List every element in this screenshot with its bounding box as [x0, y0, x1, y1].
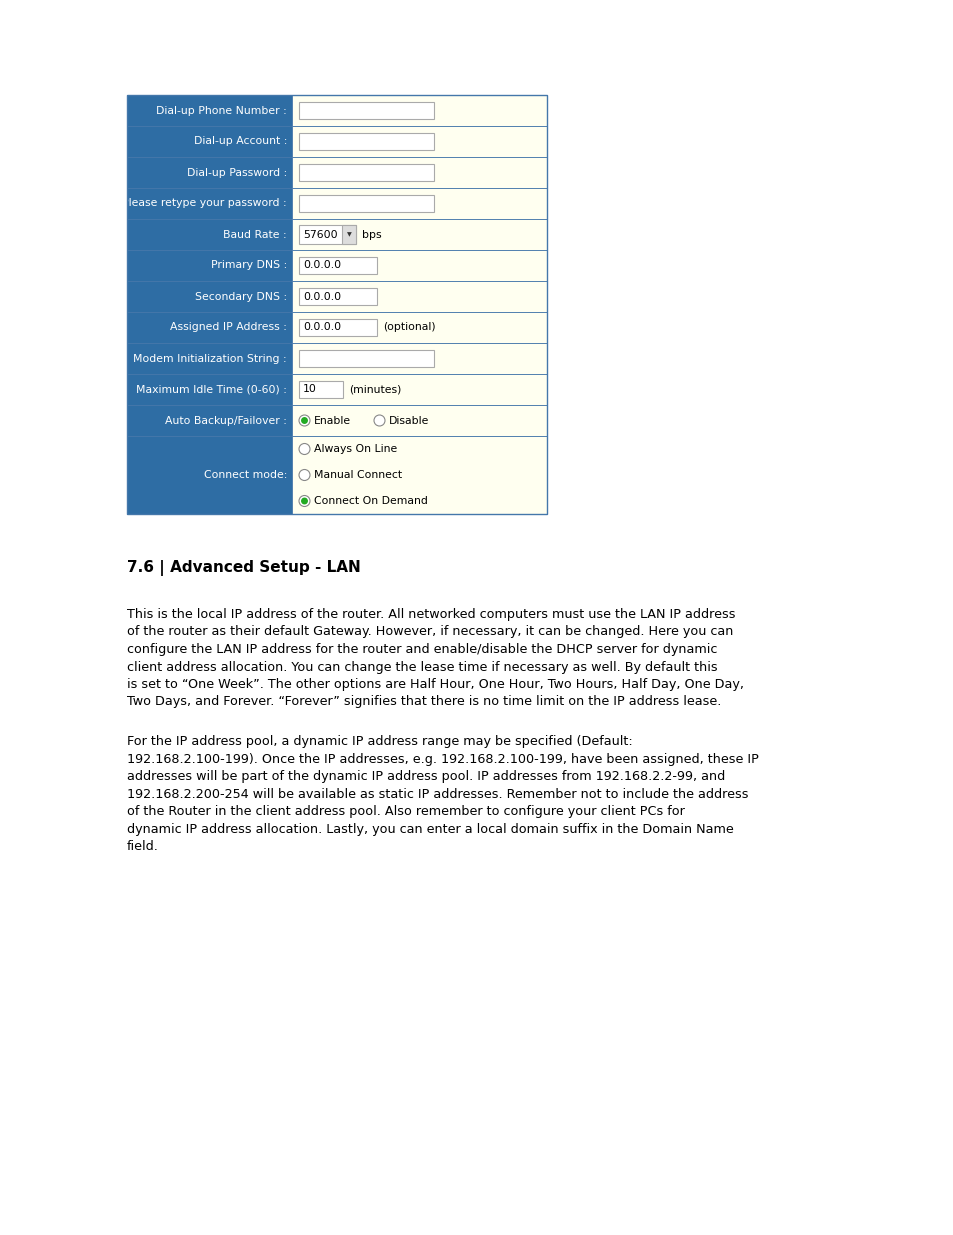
Text: ▼: ▼ [346, 232, 351, 237]
Bar [292, 436, 546, 514]
Text: of the router as their default Gateway. However, if necessary, it can be changed: of the router as their default Gateway. … [127, 625, 733, 638]
Text: Enable: Enable [314, 415, 351, 426]
Bar [298, 163, 434, 182]
Circle shape [298, 495, 310, 506]
Text: 0.0.0.0: 0.0.0.0 [303, 291, 341, 301]
Bar [298, 194, 434, 212]
Bar [127, 157, 292, 188]
Bar [298, 288, 376, 305]
Text: 7.6 | Advanced Setup - LAN: 7.6 | Advanced Setup - LAN [127, 559, 360, 576]
Text: bps: bps [361, 230, 381, 240]
Text: field.: field. [127, 840, 159, 853]
Text: 192.168.2.200-254 will be available as static IP addresses. Remember not to incl: 192.168.2.200-254 will be available as s… [127, 788, 748, 800]
Circle shape [301, 417, 307, 424]
Circle shape [298, 415, 310, 426]
Text: 57600: 57600 [303, 230, 337, 240]
Circle shape [298, 443, 310, 454]
Bar [298, 380, 343, 399]
Bar [292, 249, 546, 282]
Bar [127, 436, 292, 514]
Text: Connect mode:: Connect mode: [203, 471, 287, 480]
Text: Assigned IP Address :: Assigned IP Address : [170, 322, 287, 332]
Text: addresses will be part of the dynamic IP address pool. IP addresses from 192.168: addresses will be part of the dynamic IP… [127, 769, 724, 783]
Bar [127, 95, 292, 126]
Text: 0.0.0.0: 0.0.0.0 [303, 322, 341, 332]
Bar [127, 282, 292, 312]
Bar [298, 101, 434, 120]
Bar [298, 225, 355, 243]
Text: (minutes): (minutes) [349, 384, 401, 394]
Text: Auto Backup/Failover :: Auto Backup/Failover : [165, 415, 287, 426]
Bar [298, 350, 434, 368]
Bar [127, 219, 292, 249]
Bar [292, 219, 546, 249]
Text: Two Days, and Forever. “Forever” signifies that there is no time limit on the IP: Two Days, and Forever. “Forever” signifi… [127, 695, 720, 709]
Bar [292, 374, 546, 405]
Bar [127, 343, 292, 374]
Text: This is the local IP address of the router. All networked computers must use the: This is the local IP address of the rout… [127, 608, 735, 621]
Text: Modem Initialization String :: Modem Initialization String : [133, 353, 287, 363]
Bar [127, 249, 292, 282]
Bar [127, 312, 292, 343]
Text: client address allocation. You can change the lease time if necessary as well. B: client address allocation. You can chang… [127, 661, 717, 673]
Bar [127, 95, 546, 514]
Bar [292, 95, 546, 126]
Text: is set to “One Week”. The other options are Half Hour, One Hour, Two Hours, Half: is set to “One Week”. The other options … [127, 678, 743, 692]
Circle shape [301, 498, 307, 504]
Bar [292, 282, 546, 312]
Text: Disable: Disable [389, 415, 429, 426]
Text: 0.0.0.0: 0.0.0.0 [303, 261, 341, 270]
Text: Dial-up Phone Number :: Dial-up Phone Number : [156, 105, 287, 116]
Text: configure the LAN IP address for the router and enable/disable the DHCP server f: configure the LAN IP address for the rou… [127, 643, 717, 656]
Text: Primary DNS :: Primary DNS : [211, 261, 287, 270]
Text: Manual Connect: Manual Connect [314, 471, 402, 480]
Bar [127, 405, 292, 436]
Bar [127, 126, 292, 157]
Bar [127, 188, 292, 219]
Text: dynamic IP address allocation. Lastly, you can enter a local domain suffix in th: dynamic IP address allocation. Lastly, y… [127, 823, 733, 836]
Text: Maximum Idle Time (0-60) :: Maximum Idle Time (0-60) : [136, 384, 287, 394]
Text: Connect On Demand: Connect On Demand [314, 496, 428, 506]
Bar [127, 374, 292, 405]
Text: Secondary DNS :: Secondary DNS : [194, 291, 287, 301]
Bar [292, 157, 546, 188]
Bar [298, 319, 376, 336]
Text: of the Router in the client address pool. Also remember to configure your client: of the Router in the client address pool… [127, 805, 684, 818]
Circle shape [298, 469, 310, 480]
Bar [341, 225, 355, 243]
Bar [292, 188, 546, 219]
Text: (optional): (optional) [382, 322, 436, 332]
Text: 10: 10 [303, 384, 316, 394]
Bar [292, 126, 546, 157]
Bar [292, 312, 546, 343]
Bar [298, 257, 376, 274]
Text: Dial-up Password :: Dial-up Password : [187, 168, 287, 178]
Bar [292, 343, 546, 374]
Circle shape [374, 415, 385, 426]
Text: For the IP address pool, a dynamic IP address range may be specified (Default:: For the IP address pool, a dynamic IP ad… [127, 735, 632, 748]
Bar [292, 405, 546, 436]
Text: Baud Rate :: Baud Rate : [223, 230, 287, 240]
Text: Always On Line: Always On Line [314, 445, 396, 454]
Text: Please retype your password :: Please retype your password : [122, 199, 287, 209]
Text: 192.168.2.100-199). Once the IP addresses, e.g. 192.168.2.100-199, have been ass: 192.168.2.100-199). Once the IP addresse… [127, 752, 758, 766]
Bar [298, 132, 434, 151]
Text: Dial-up Account :: Dial-up Account : [193, 137, 287, 147]
